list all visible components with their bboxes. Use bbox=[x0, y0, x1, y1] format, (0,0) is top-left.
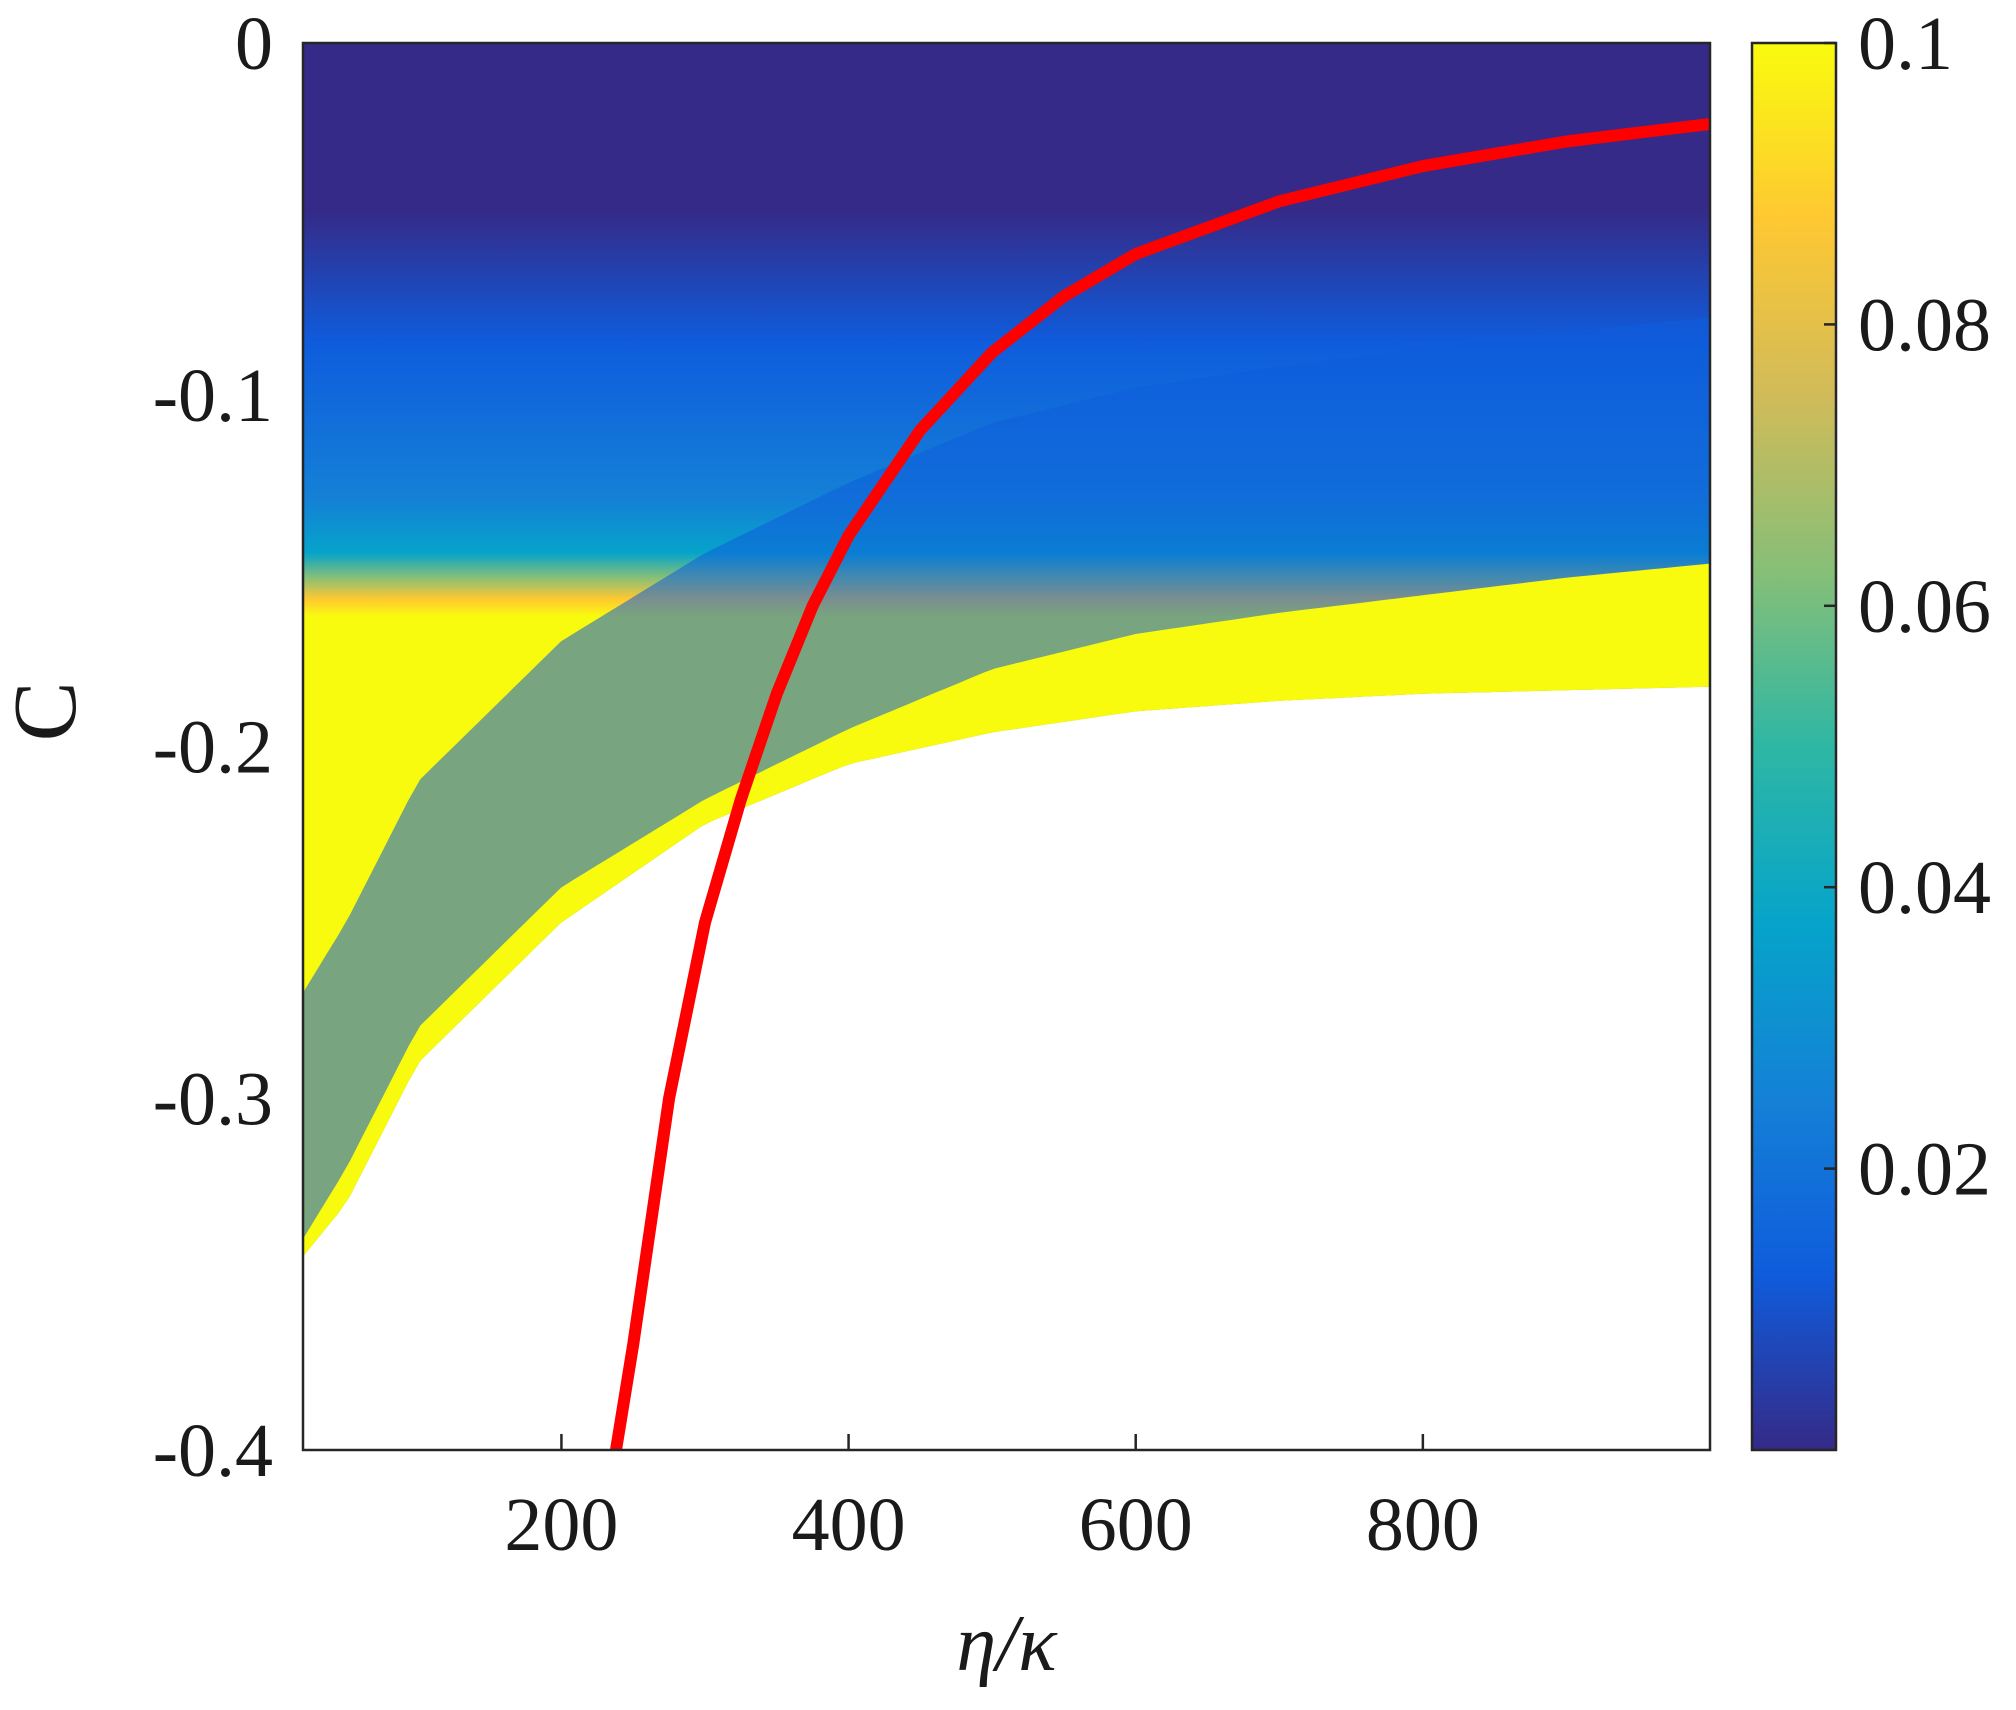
blue-band bbox=[303, 317, 1710, 1257]
x-tick-label: 400 bbox=[792, 1483, 906, 1567]
y-tick-label: -0.3 bbox=[153, 1057, 273, 1141]
colorbar-tick-label: 0.08 bbox=[1858, 283, 1991, 367]
x-tick-label: 800 bbox=[1366, 1483, 1480, 1567]
colorbar-tick-label: 0.06 bbox=[1858, 565, 1991, 649]
y-tick-label: 0 bbox=[235, 2, 273, 86]
y-axis: 0 -0.1 -0.2 -0.3 -0.4 bbox=[153, 2, 273, 1493]
colorbar-ticks: 0.02 0.04 0.06 0.08 0.1 bbox=[1824, 2, 1991, 1212]
y-tick-label: -0.2 bbox=[153, 706, 273, 790]
x-axis: 200 400 600 800 bbox=[504, 1434, 1480, 1567]
y-tick-label: -0.1 bbox=[153, 354, 273, 438]
x-tick-label: 200 bbox=[504, 1483, 618, 1567]
yellow-band bbox=[303, 563, 1710, 1257]
x-axis-label: η/κ bbox=[956, 1600, 1058, 1688]
y-tick-label: -0.4 bbox=[153, 1409, 273, 1493]
x-tick-label: 600 bbox=[1079, 1483, 1193, 1567]
colorbar-tick-label: 0.04 bbox=[1858, 846, 1991, 930]
red-curve-series bbox=[610, 117, 1710, 1450]
plot-area bbox=[301, 41, 1712, 1452]
colorbar: 0.02 0.04 0.06 0.08 0.1 bbox=[1750, 2, 1991, 1452]
colorbar-tick-label: 0.02 bbox=[1858, 1128, 1991, 1212]
colorbar-tick-label: 0.1 bbox=[1858, 2, 1953, 86]
colorbar-gradient bbox=[1750, 41, 1838, 1452]
plot-frame bbox=[301, 41, 1712, 1452]
y-axis-label: C bbox=[0, 681, 95, 741]
